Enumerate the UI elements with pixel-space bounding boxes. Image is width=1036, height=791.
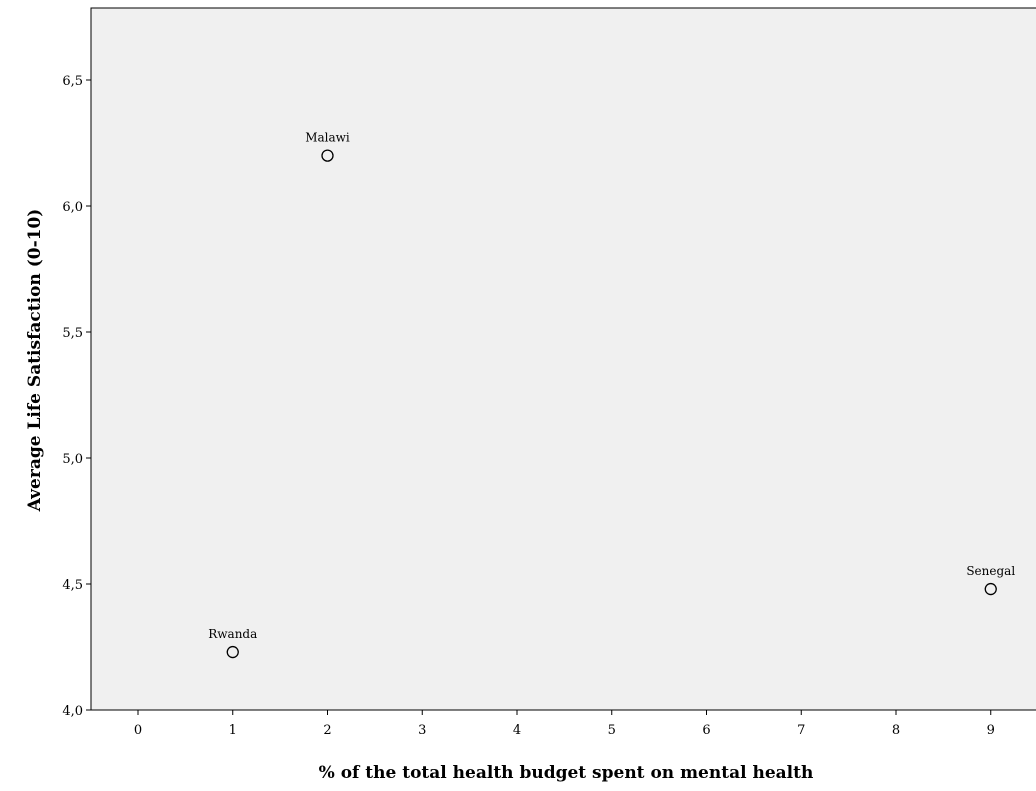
- x-tick-label: 0: [134, 723, 142, 738]
- y-tick-label: 6,0: [62, 200, 83, 215]
- x-tick-label: 3: [418, 723, 426, 738]
- data-point-label: Malawi: [305, 131, 350, 145]
- y-axis-title: Average Life Satisfaction (0-10): [25, 209, 45, 513]
- x-tick-label: 7: [797, 723, 805, 738]
- data-point-label: Rwanda: [208, 627, 257, 641]
- x-tick-label: 6: [702, 723, 710, 738]
- data-point-marker: [226, 645, 239, 659]
- y-tick-label: 4,0: [62, 704, 83, 719]
- x-tick-label: 9: [987, 723, 995, 738]
- x-tick-label: 2: [323, 723, 331, 738]
- x-tick-label: 5: [608, 723, 616, 738]
- y-axis: 4,0 4,5 5,0 5,5 6,0 6,5: [62, 74, 91, 719]
- data-point-label: Senegal: [966, 564, 1015, 578]
- x-tick-label: 1: [229, 723, 237, 738]
- y-tick-label: 6,5: [62, 74, 83, 89]
- x-axis: 0 1 2 3 4 5 6 7 8 9: [134, 710, 995, 738]
- y-tick-label: 4,5: [62, 578, 83, 593]
- plot-area: [90, 7, 1036, 711]
- data-points: Malawi Rwanda Senegal: [208, 131, 1015, 659]
- x-tick-label: 4: [513, 723, 521, 738]
- y-tick-label: 5,5: [62, 326, 83, 341]
- x-axis-title: % of the total health budget spent on me…: [319, 763, 814, 783]
- data-point-marker: [984, 582, 997, 596]
- data-point-marker: [321, 149, 334, 162]
- x-tick-label: 8: [892, 723, 900, 738]
- y-tick-label: 5,0: [62, 452, 83, 467]
